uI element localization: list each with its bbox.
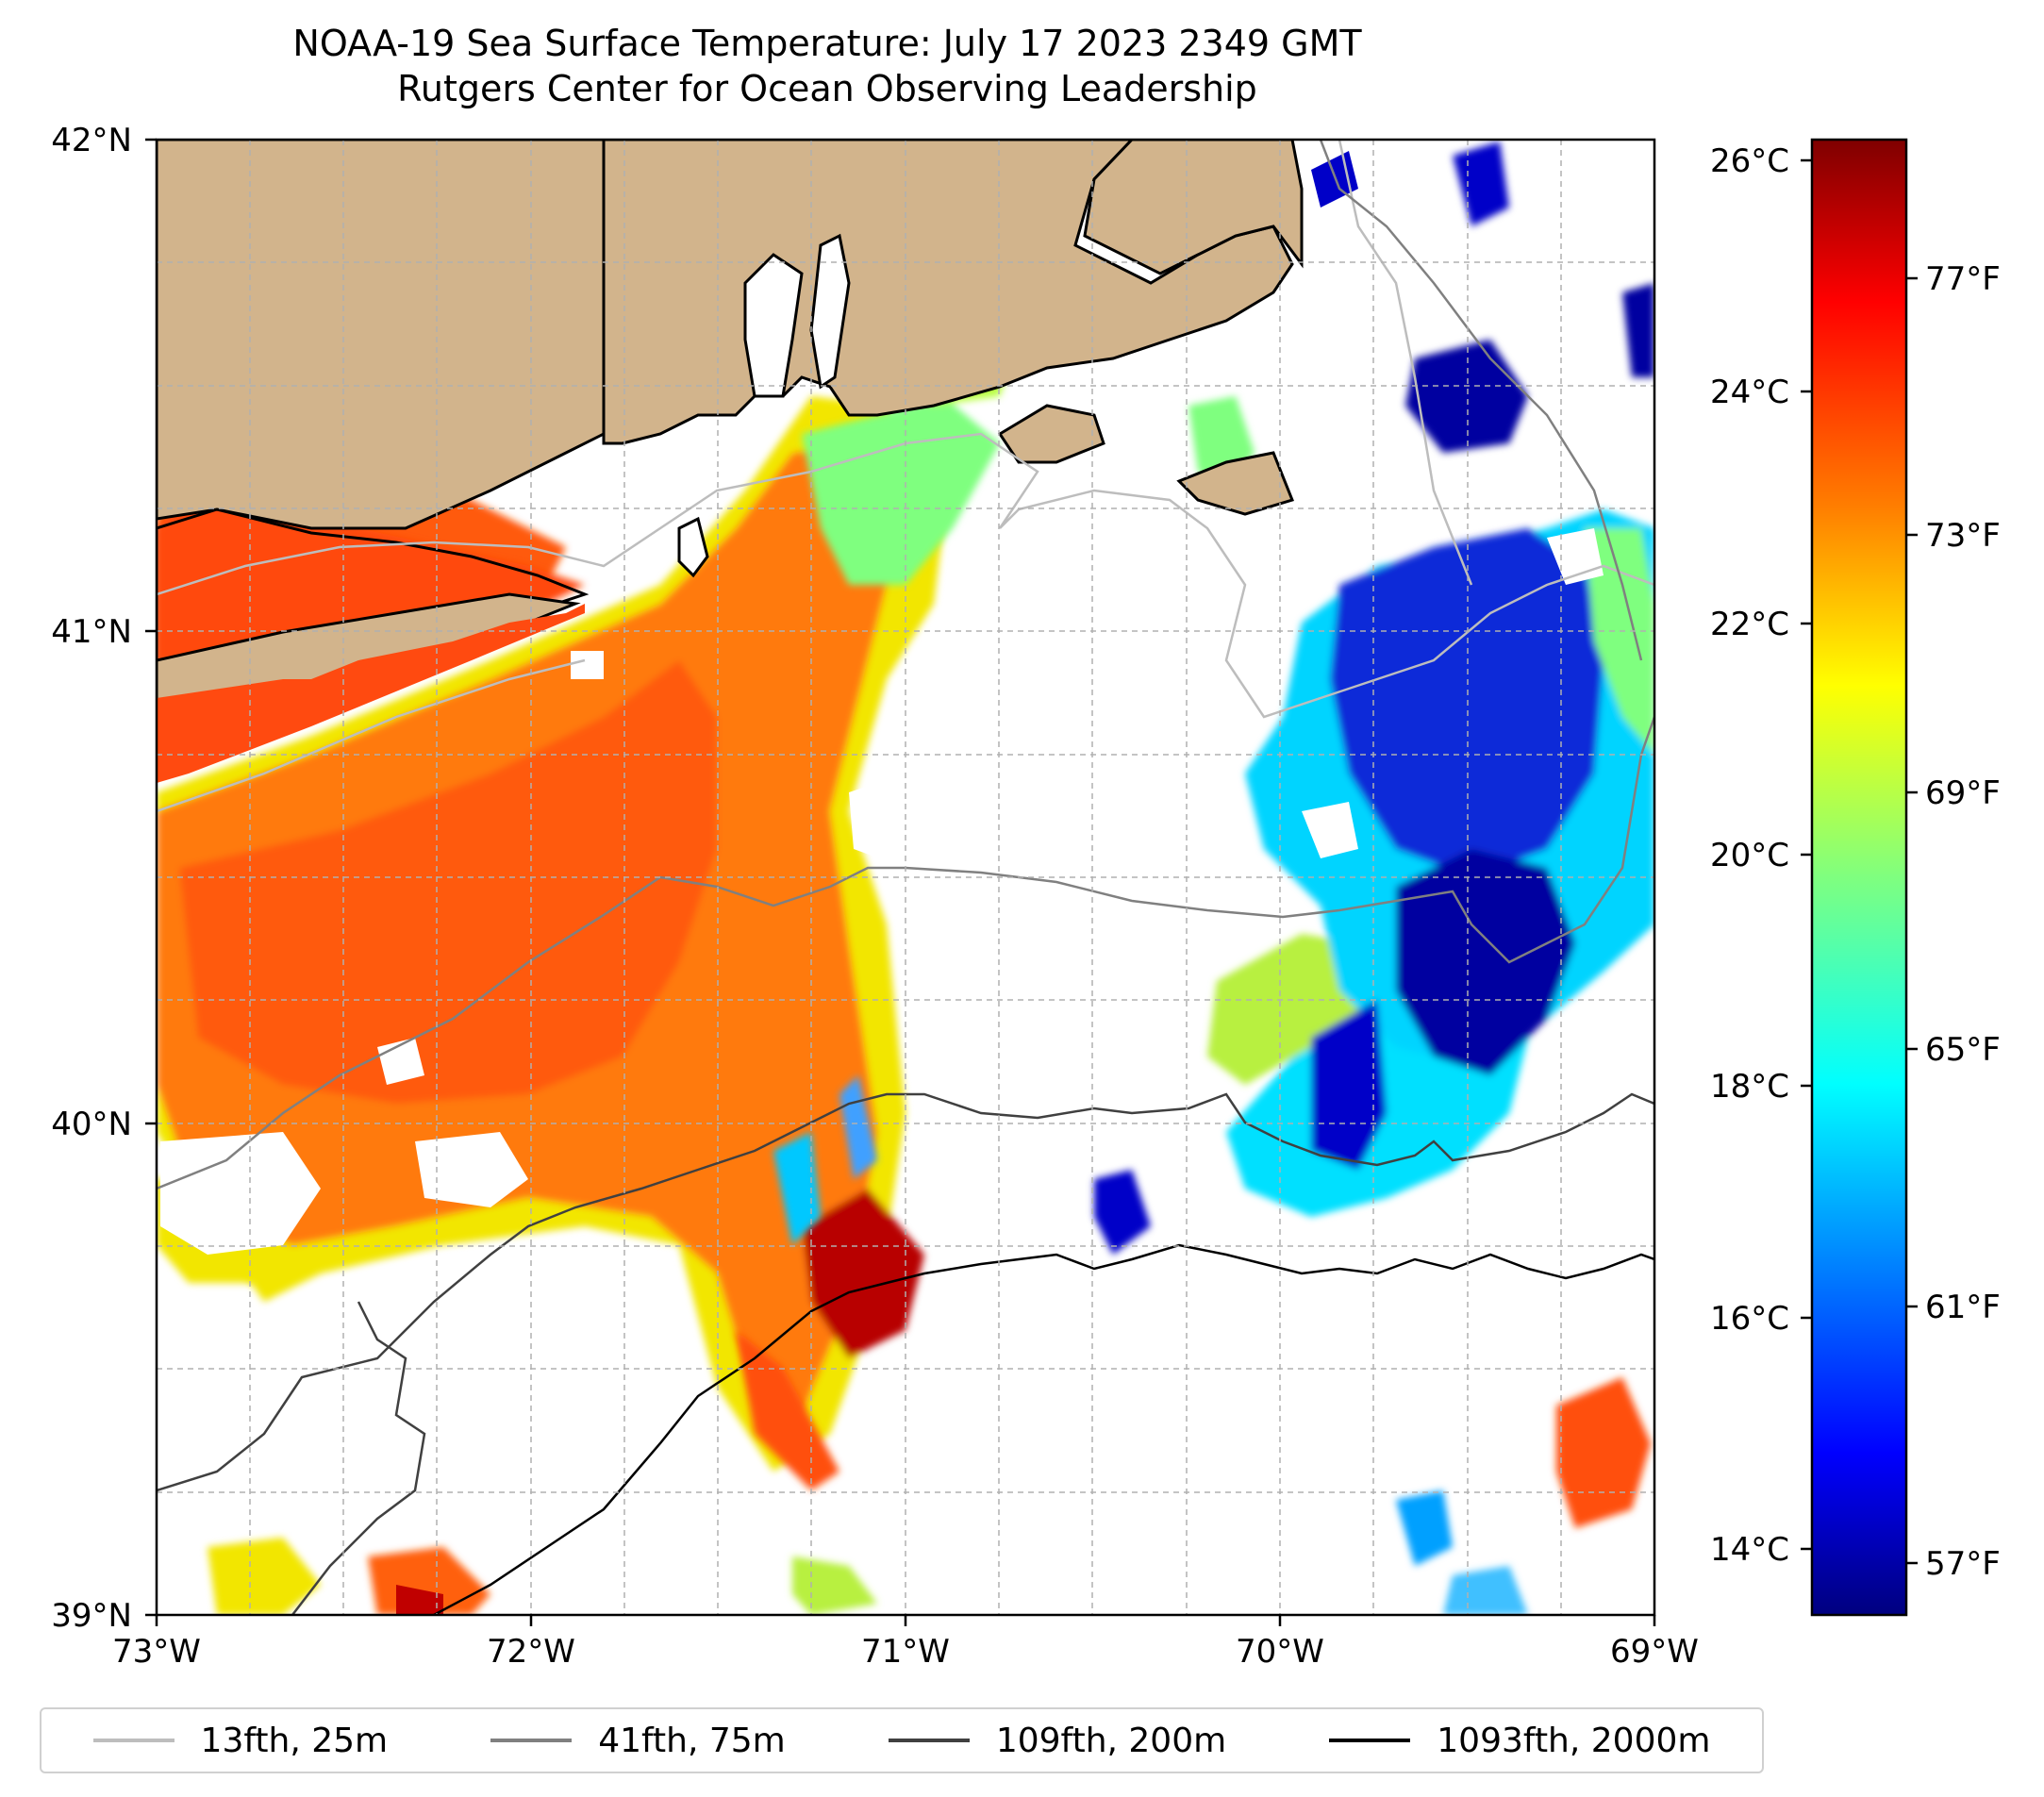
sst-field-east <box>1094 141 1654 1615</box>
colorbar-fahrenheit-label: 69°F <box>1925 774 2001 812</box>
contour-200m <box>157 1092 1654 1615</box>
map-plot-area <box>157 140 1654 1615</box>
legend-item-25m: 13fth, 25m <box>92 1721 389 1760</box>
land-cape-cod <box>1083 140 1304 275</box>
map-grid <box>157 140 1654 1615</box>
x-tick-label: 69°W <box>1610 1633 1699 1671</box>
contour-2000m <box>433 1243 1654 1615</box>
x-tick-label: 73°W <box>112 1633 201 1671</box>
colorbar-celsius-label: 16°C <box>1710 1300 1789 1338</box>
axis-ticks <box>145 138 1656 1626</box>
x-tick-labels: 73°W 72°W 71°W 70°W 69°W <box>112 1633 1699 1671</box>
colorbar-celsius-label: 14°C <box>1710 1531 1789 1569</box>
y-tick-label: 42°N <box>51 122 132 159</box>
colorbar-celsius-label: 22°C <box>1710 606 1789 643</box>
colorbar-fahrenheit-label: 77°F <box>1925 260 2001 298</box>
colorbar-fahrenheit-label: 61°F <box>1925 1289 2001 1326</box>
contour-75m <box>157 140 1654 1190</box>
legend-line-icon <box>888 1739 970 1742</box>
legend-label: 1093fth, 2000m <box>1437 1721 1711 1760</box>
colorbar-celsius-label: 26°C <box>1710 142 1789 180</box>
contour-25m <box>157 140 1654 813</box>
legend-label: 41fth, 75m <box>598 1721 786 1760</box>
legend-item-75m: 41fth, 75m <box>490 1722 786 1760</box>
y-tick-label: 40°N <box>51 1106 132 1143</box>
bays <box>677 233 851 578</box>
y-tick-labels: 42°N 41°N 40°N 39°N <box>51 122 132 1635</box>
colorbar-celsius-label: 24°C <box>1710 374 1789 411</box>
x-tick-label: 70°W <box>1236 1633 1324 1671</box>
colorbar-gradient <box>1810 138 1908 1617</box>
land-nantucket <box>1176 451 1295 516</box>
land-marthas-vineyard <box>997 404 1105 464</box>
colorbar-celsius-label: 18°C <box>1710 1068 1789 1106</box>
colorbar-fahrenheit-label: 57°F <box>1925 1545 2001 1583</box>
legend-line-icon <box>490 1739 573 1742</box>
cloud-gaps-west <box>160 651 972 1453</box>
map-title: NOAA-19 Sea Surface Temperature: July 17… <box>157 21 1498 111</box>
title-line-1: NOAA-19 Sea Surface Temperature: July 17… <box>292 23 1362 64</box>
contour-legend: 13fth, 25m 41fth, 75m 109fth, 200m 1093f… <box>40 1707 1764 1773</box>
y-tick-label: 39°N <box>51 1597 132 1635</box>
legend-item-200m: 109fth, 200m <box>888 1721 1227 1760</box>
y-tick-label: 41°N <box>51 613 132 651</box>
colorbar-fahrenheit-label: 65°F <box>1925 1031 2001 1069</box>
legend-item-2000m: 1093fth, 2000m <box>1329 1722 1710 1760</box>
legend-label: 13fth, 25m <box>200 1721 389 1760</box>
legend-line-icon <box>1329 1739 1411 1742</box>
colorbar: 26°C 24°C 22°C 20°C 18°C 16°C 14°C 77°F … <box>1710 138 2001 1617</box>
x-tick-label: 71°W <box>861 1633 950 1671</box>
sst-field-west <box>157 396 943 1472</box>
title-line-2: Rutgers Center for Ocean Observing Leade… <box>397 68 1257 109</box>
legend-label: 109fth, 200m <box>995 1721 1227 1760</box>
legend-line-icon <box>92 1739 174 1742</box>
colorbar-celsius-label: 20°C <box>1710 837 1789 874</box>
colorbar-fahrenheit-label: 73°F <box>1925 517 2001 555</box>
x-tick-label: 72°W <box>487 1633 575 1671</box>
